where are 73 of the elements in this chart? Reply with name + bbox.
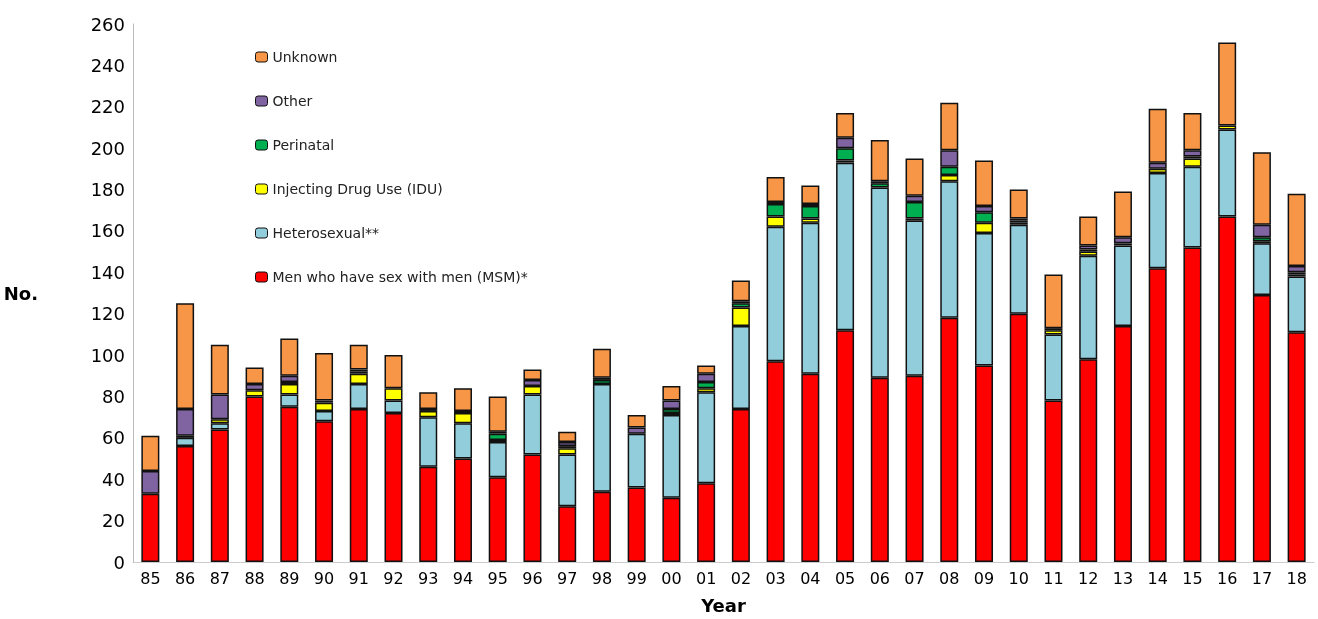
y-tick-label: 100 (90, 344, 125, 366)
x-tick-label: 02 (730, 568, 752, 588)
x-tick-label: 03 (765, 568, 786, 588)
x-axis-title: Year (700, 594, 746, 616)
bar (870, 139, 889, 182)
bar (766, 177, 785, 202)
x-tick-label: 85 (140, 568, 161, 588)
x-tick-label: 14 (1147, 568, 1168, 588)
y-tick-label: 40 (102, 468, 125, 490)
y-tick-label: 200 (90, 137, 125, 159)
x-tick-label: 95 (487, 568, 508, 588)
x-tick-label: 10 (1008, 568, 1029, 588)
x-tick-label: 96 (522, 568, 543, 588)
x-tick-label: 97 (557, 568, 578, 588)
bar (801, 185, 820, 205)
x-tick-label: 88 (244, 568, 265, 588)
bar (315, 353, 334, 401)
legend-label: Other (272, 93, 313, 109)
x-tick-label: 13 (1112, 568, 1134, 588)
x-tick-label: 06 (869, 568, 890, 588)
bar (1218, 42, 1237, 126)
y-axis-title: No. (3, 282, 38, 304)
x-tick-label: 15 (1182, 568, 1203, 588)
legend-label: Perinatal (272, 137, 335, 153)
y-tick-label: 120 (90, 303, 125, 325)
x-tick-label: 86 (174, 568, 196, 588)
bar (488, 433, 507, 440)
bar (801, 206, 820, 219)
y-tick-label: 220 (90, 96, 125, 118)
y-tick-label: 20 (102, 510, 125, 532)
legend-label: Unknown (272, 49, 338, 65)
x-tick-label: 91 (348, 568, 369, 588)
bar (488, 396, 507, 432)
bar (592, 348, 611, 378)
x-tick-label: 87 (209, 568, 231, 588)
x-tick-label: 04 (800, 568, 821, 588)
x-tick-label: 05 (834, 568, 856, 588)
bar (1079, 216, 1098, 246)
x-tick-label: 17 (1251, 568, 1273, 588)
bar (558, 431, 577, 442)
x-tick-label: 92 (383, 568, 404, 588)
y-tick-label: 140 (90, 261, 125, 283)
bar (349, 344, 368, 370)
x-tick-label: 11 (1043, 568, 1064, 588)
bar (419, 392, 438, 409)
legend-label: Men who have sex with men (MSM)* (272, 269, 528, 285)
x-tick-label: 89 (279, 568, 300, 588)
x-tick-label: 16 (1216, 568, 1238, 588)
bar (731, 280, 750, 302)
x-tick-label: 99 (626, 568, 647, 588)
x-tick-label: 08 (939, 568, 960, 588)
x-tick-label: 07 (904, 568, 925, 588)
x-tick-label: 01 (695, 568, 717, 588)
bar (1009, 189, 1028, 219)
y-tick-label: 80 (102, 385, 125, 407)
x-tick-label: 90 (313, 568, 335, 588)
y-tick-label: 0 (113, 551, 125, 573)
x-tick-label: 09 (973, 568, 995, 588)
x-tick-label: 98 (591, 568, 613, 588)
x-tick-label: 12 (1078, 568, 1099, 588)
bar (1044, 274, 1063, 329)
bar (453, 388, 472, 411)
y-tick-label: 160 (90, 220, 125, 242)
y-tick-label: 60 (102, 427, 125, 449)
legend-label: Injecting Drug Use (IDU) (272, 181, 443, 197)
y-tick-label: 240 (90, 54, 125, 76)
x-tick-label: 18 (1286, 568, 1307, 588)
x-tick-label: 93 (418, 568, 439, 588)
x-tick-label: 94 (452, 568, 474, 588)
y-tick-label: 180 (90, 179, 125, 201)
y-tick-label: 260 (90, 13, 125, 35)
legend-label: Heterosexual** (272, 225, 380, 241)
x-tick-label: 00 (661, 568, 682, 588)
